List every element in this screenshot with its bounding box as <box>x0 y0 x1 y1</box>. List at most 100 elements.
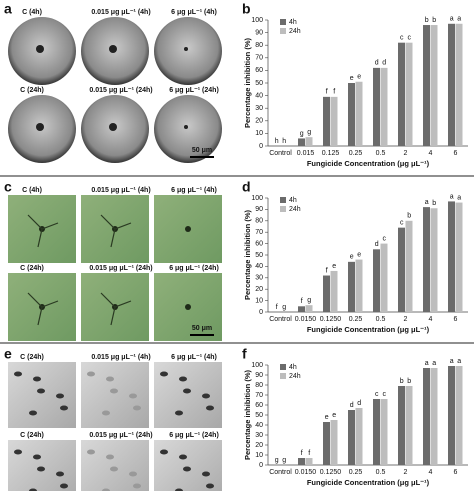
spore <box>33 376 41 382</box>
bar <box>448 366 455 465</box>
significance-letter: d <box>375 241 379 248</box>
significance-letter: g <box>300 130 304 137</box>
bar <box>373 67 380 146</box>
significance-letter: d <box>382 60 386 67</box>
photo-caption: 6 μg μL⁻¹ (4h) <box>171 187 217 194</box>
spore <box>133 405 141 411</box>
significance-letter: a <box>457 358 461 365</box>
significance-letter: b <box>407 378 411 385</box>
spore <box>183 388 191 394</box>
photo-caption: 6 μg μL⁻¹ (24h) <box>169 432 219 439</box>
x-tick-label: 2 <box>404 150 408 157</box>
bar <box>348 410 355 465</box>
bar <box>348 83 355 146</box>
x-tick-label: 6 <box>454 469 458 476</box>
bar <box>380 399 388 465</box>
photo-caption: 6 μg μL⁻¹ (24h) <box>169 87 219 94</box>
significance-letter: a <box>457 194 461 201</box>
scale-label: 50 μm <box>192 325 212 332</box>
y-tick-label: 10 <box>255 130 263 137</box>
spore <box>106 454 114 460</box>
colony <box>36 45 44 53</box>
y-tick-label: 60 <box>255 240 263 247</box>
bar <box>355 81 363 146</box>
x-tick-label: 0.1250 <box>320 316 342 323</box>
bar <box>448 201 455 312</box>
significance-letter: g <box>307 129 311 136</box>
spore <box>106 376 114 382</box>
photo-caption: C (24h) <box>20 265 44 272</box>
x-tick-label: 4 <box>429 150 433 157</box>
y-axis-title: Percentage inhibition (%) <box>243 37 252 128</box>
panel-label: a <box>4 1 12 17</box>
bar <box>298 306 305 312</box>
spore <box>110 388 118 394</box>
significance-letter: g <box>275 457 279 464</box>
significance-letter: e <box>350 75 354 82</box>
x-tick-label: Control <box>269 469 292 476</box>
photo-caption: 6 μg μL⁻¹ (24h) <box>169 265 219 272</box>
colony <box>185 304 191 310</box>
photo <box>8 440 76 496</box>
x-tick-label: 2 <box>404 316 408 323</box>
y-tick-label: 30 <box>255 432 263 439</box>
y-tick-label: 40 <box>255 422 263 429</box>
hyphae <box>27 292 59 326</box>
significance-letter: g <box>282 457 286 464</box>
y-axis-title: Percentage inhibition (%) <box>243 209 252 300</box>
significance-letter: a <box>450 358 454 365</box>
x-tick-label: 6 <box>454 316 458 323</box>
y-tick-label: 20 <box>255 286 263 293</box>
spore <box>60 405 68 411</box>
legend-swatch <box>280 206 286 212</box>
significance-letter: b <box>400 378 404 385</box>
x-tick-label: Control <box>269 150 292 157</box>
x-axis-title: Fungicide Concentration (μg μL⁻¹) <box>307 478 430 487</box>
spore <box>56 393 64 399</box>
significance-letter: f <box>276 304 278 311</box>
bar <box>305 458 313 465</box>
legend-label: 4h <box>289 364 297 371</box>
x-axis-title: Fungicide Concentration (μg μL⁻¹) <box>307 159 430 168</box>
bar <box>330 420 338 465</box>
x-tick-label: 0.25 <box>349 316 363 323</box>
bar <box>430 25 438 146</box>
bar <box>430 368 438 465</box>
photo-caption: C (4h) <box>22 9 42 16</box>
significance-letter: f <box>326 267 328 274</box>
x-tick-label: 0.1250 <box>320 469 342 476</box>
legend-label: 24h <box>289 373 301 380</box>
legend-swatch <box>280 19 286 25</box>
bar <box>298 458 305 465</box>
spore <box>129 471 137 477</box>
bar <box>448 23 455 147</box>
photo-caption: 6 μg μL⁻¹ (4h) <box>171 9 217 16</box>
significance-letter: a <box>457 16 461 23</box>
legend-label: 4h <box>289 19 297 26</box>
significance-letter: e <box>332 263 336 270</box>
significance-letter: c <box>400 35 404 42</box>
spore <box>183 466 191 472</box>
significance-letter: b <box>432 200 436 207</box>
scale-label: 50 μm <box>192 147 212 154</box>
bar <box>305 305 313 312</box>
significance-letter: c <box>400 219 404 226</box>
bar <box>423 207 430 312</box>
bar <box>323 275 330 312</box>
hyphae <box>100 214 132 248</box>
y-tick-label: 70 <box>255 229 263 236</box>
significance-letter: a <box>425 360 429 367</box>
spore <box>87 371 95 377</box>
significance-letter: d <box>357 400 361 407</box>
spore <box>202 471 210 477</box>
spore <box>179 376 187 382</box>
legend-swatch <box>280 364 286 370</box>
significance-letter: a <box>432 360 436 367</box>
spore <box>33 454 41 460</box>
photo <box>154 95 222 163</box>
bar <box>373 249 380 312</box>
photo <box>154 17 222 85</box>
bar <box>405 42 413 146</box>
photo-caption: 0.015 μg μL⁻¹ (4h) <box>91 187 150 194</box>
y-tick-label: 90 <box>255 206 263 213</box>
